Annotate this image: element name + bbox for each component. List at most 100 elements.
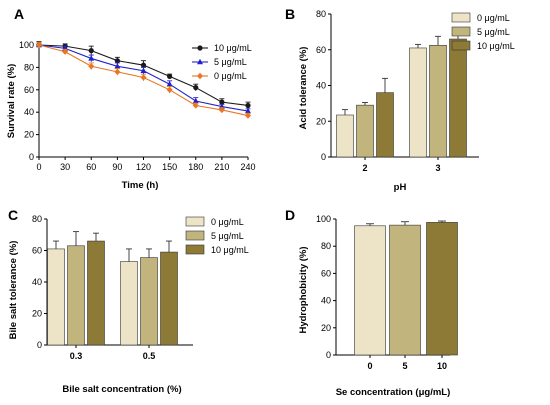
panel-a-y-tick-label: 20 bbox=[24, 130, 34, 140]
panel-d-bar bbox=[389, 224, 421, 356]
panel-b-x-tick-label: 3 bbox=[435, 163, 440, 173]
panel-a-legend-label: 0 μg/mL bbox=[214, 71, 247, 81]
panel-b-bar bbox=[409, 47, 427, 158]
panel-a-legend-marker bbox=[197, 72, 203, 80]
panel-b-legend-swatch bbox=[451, 26, 471, 37]
panel-letter-c: C bbox=[8, 207, 18, 223]
panel-b-y-tick-label: 0 bbox=[321, 152, 326, 162]
panel-c-legend-label: 5 μg/mL bbox=[211, 231, 244, 241]
panel-d-y-tick-label: 60 bbox=[321, 268, 331, 278]
panel-a-data-point bbox=[166, 86, 173, 93]
panel-d-y-tick-label: 80 bbox=[321, 241, 331, 251]
panel-c-legend-label: 0 μg/mL bbox=[211, 217, 244, 227]
panel-a-data-point bbox=[36, 41, 42, 49]
panel-a-x-tick-label: 90 bbox=[112, 162, 122, 172]
panel-a-data-point bbox=[245, 107, 251, 114]
panel-a-data-point bbox=[218, 106, 225, 114]
panel-a-data-point bbox=[193, 84, 199, 91]
panel-a-y-tick-label: 60 bbox=[24, 85, 34, 95]
panel-a-data-point bbox=[166, 81, 173, 87]
panel-a-data-point bbox=[192, 102, 199, 109]
panel-a-data-point bbox=[167, 73, 173, 79]
panel-a-legend-marker bbox=[197, 58, 203, 65]
panel-c-bar bbox=[67, 245, 85, 346]
panel-a-data-point bbox=[245, 102, 251, 109]
panel-a-y-tick-label: 80 bbox=[24, 62, 34, 72]
panel-a-data-point bbox=[245, 112, 251, 119]
panel-b-legend-swatch bbox=[451, 12, 471, 23]
panel-a-x-tick-label: 180 bbox=[188, 162, 203, 172]
panel-a-x-tick-label: 0 bbox=[36, 162, 41, 172]
panel-a-data-point bbox=[88, 48, 94, 54]
panel-b-y-title: Acid tolerance (%) bbox=[298, 47, 309, 130]
panel-c-y-tick-label: 80 bbox=[32, 214, 42, 224]
panel-c-legend-swatch bbox=[185, 244, 205, 255]
panel-b-y-tick-label: 60 bbox=[316, 45, 326, 55]
panel-a-data-point bbox=[140, 62, 147, 68]
panel-a-data-point bbox=[140, 67, 147, 73]
panel-d-x-tick-label: 10 bbox=[437, 361, 447, 371]
panel-a-x-tick-label: 120 bbox=[136, 162, 151, 172]
panel-a-y-tick-label: 0 bbox=[29, 152, 34, 162]
panel-b-legend-label: 0 μg/mL bbox=[477, 13, 510, 23]
panel-c-bar bbox=[160, 251, 178, 346]
panel-b-legend-label: 5 μg/mL bbox=[477, 27, 510, 37]
panel-a-data-point bbox=[88, 63, 95, 70]
panel-a-data-point bbox=[62, 48, 69, 55]
panel-c-y-tick-label: 0 bbox=[37, 340, 42, 350]
panel-a-data-point bbox=[114, 68, 121, 76]
panel-d-x-title: Se concentration (μg/mL) bbox=[336, 387, 451, 398]
panel-a-x-tick-label: 60 bbox=[86, 162, 96, 172]
panel-c-y-title: Bile salt tolerance (%) bbox=[8, 241, 19, 340]
panel-a-legend-label: 5 μg/mL bbox=[214, 57, 247, 67]
panel-b-bar bbox=[336, 114, 354, 158]
panel-a-data-point bbox=[192, 97, 199, 104]
panel-c-bar bbox=[120, 261, 138, 346]
panel-a-legend-marker bbox=[197, 45, 203, 51]
panel-c-legend-swatch bbox=[185, 230, 205, 241]
panel-letter-a: A bbox=[14, 6, 24, 22]
panel-a-x-tick-label: 210 bbox=[214, 162, 229, 172]
panel-b-y-tick-label: 80 bbox=[316, 9, 326, 19]
panel-a-x-tick-label: 30 bbox=[60, 162, 70, 172]
panel-c-x-tick-label: 0.5 bbox=[143, 351, 156, 361]
panel-a-x-title: Time (h) bbox=[122, 180, 159, 191]
panel-b-bar bbox=[449, 38, 467, 158]
panel-c-bar bbox=[87, 240, 105, 346]
panel-a-data-point bbox=[114, 58, 120, 64]
panel-a-series bbox=[36, 41, 251, 119]
panel-b-y-tick-label: 20 bbox=[316, 116, 326, 126]
panel-b-legend-swatch bbox=[451, 40, 471, 51]
panel-a-y-title: Survival rate (%) bbox=[6, 64, 17, 138]
panel-b-y-tick-label: 40 bbox=[316, 81, 326, 91]
panel-a-y-tick-label: 40 bbox=[24, 107, 34, 117]
panel-b-bar bbox=[356, 104, 374, 158]
panel-a-data-point bbox=[88, 55, 95, 61]
panel-letter-b: B bbox=[285, 6, 295, 22]
panel-a-data-point bbox=[219, 99, 225, 105]
panel-b-x-title: pH bbox=[394, 182, 407, 193]
panel-d-bar bbox=[426, 222, 458, 356]
panel-c-y-tick-label: 60 bbox=[32, 246, 42, 256]
panel-d-y-tick-label: 0 bbox=[326, 350, 331, 360]
panel-a-data-point bbox=[140, 74, 147, 81]
panel-c-x-title: Bile salt concentration (%) bbox=[62, 384, 181, 395]
panel-a-x-tick-label: 240 bbox=[240, 162, 255, 172]
panel-d-x-tick-label: 5 bbox=[402, 361, 407, 371]
panel-a-legend-label: 10 μg/mL bbox=[214, 43, 252, 53]
panel-a-data-point bbox=[114, 63, 121, 69]
panel-c-y-tick-label: 20 bbox=[32, 309, 42, 319]
panel-a-series bbox=[36, 41, 251, 109]
panel-d-y-title: Hydrophobicity (%) bbox=[298, 246, 309, 333]
panel-d-bar bbox=[354, 225, 386, 356]
panel-d-x-tick-label: 0 bbox=[367, 361, 372, 371]
panel-d-y-tick-label: 20 bbox=[321, 323, 331, 333]
panel-b-bar bbox=[429, 44, 447, 158]
panel-c-legend-label: 10 μg/mL bbox=[211, 245, 249, 255]
panel-c-bar bbox=[140, 257, 158, 346]
panel-c-x-tick-label: 0.3 bbox=[70, 351, 83, 361]
panel-letter-d: D bbox=[285, 207, 295, 223]
panel-c-bar bbox=[47, 248, 65, 346]
